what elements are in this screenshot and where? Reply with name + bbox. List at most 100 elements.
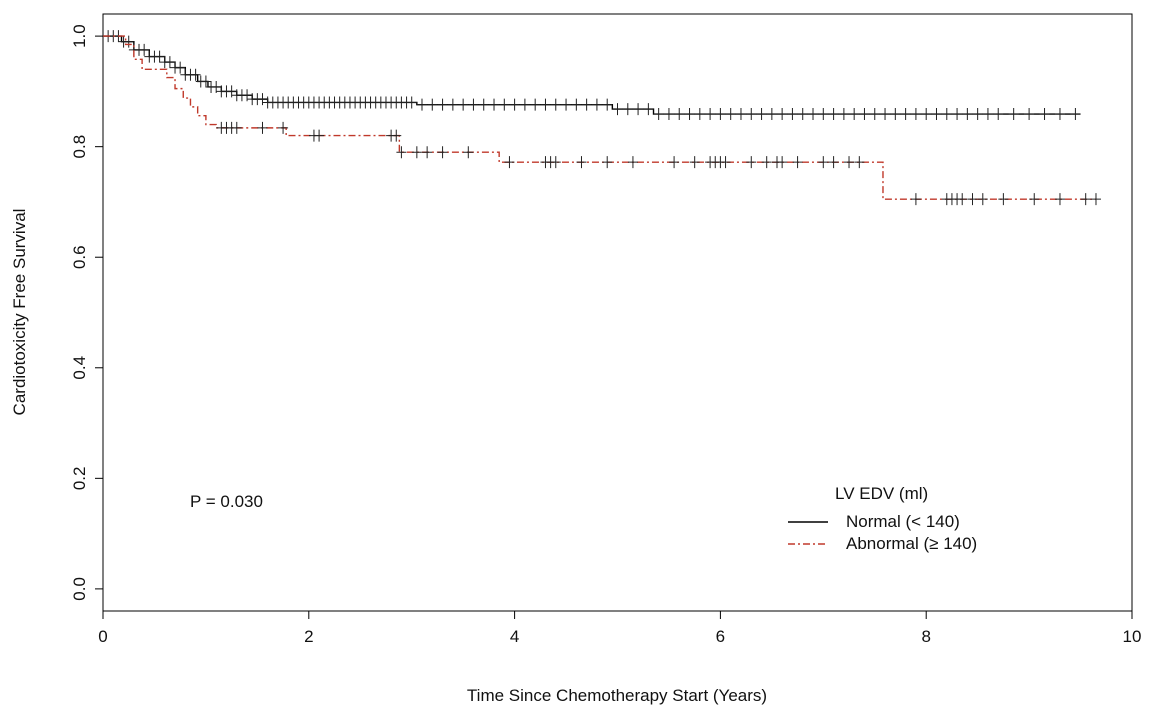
censor-mark [447, 98, 458, 111]
x-tick-label: 6 [716, 627, 725, 646]
censor-mark [478, 98, 489, 111]
censor-mark [818, 108, 829, 121]
censor-mark [1054, 108, 1065, 121]
censor-mark [849, 108, 860, 121]
series-abnormal [103, 35, 1101, 206]
legend: LV EDV (ml) Normal (< 140) Abnormal (≥ 1… [788, 484, 977, 553]
censor-mark [643, 103, 654, 116]
censor-mark [756, 108, 767, 121]
y-tick-label: 0.4 [70, 356, 89, 380]
x-tick-label: 8 [921, 627, 930, 646]
censor-mark [838, 108, 849, 121]
censor-mark [411, 146, 422, 159]
y-tick-label: 0.0 [70, 577, 89, 601]
censor-mark [154, 50, 165, 63]
censor-mark [1039, 108, 1050, 121]
censor-mark [391, 129, 402, 142]
censor-mark [674, 108, 685, 121]
censor-mark [972, 108, 983, 121]
y-tick-label: 0.8 [70, 135, 89, 159]
censor-mark [957, 193, 968, 206]
censor-mark [231, 121, 242, 134]
censor-mark [463, 146, 474, 159]
censor-mark [705, 108, 716, 121]
censor-mark [314, 129, 325, 142]
y-tick-label: 0.2 [70, 467, 89, 491]
censor-mark [504, 156, 515, 169]
censor-mark [1029, 193, 1040, 206]
p-value-annotation: P = 0.030 [190, 492, 263, 511]
censor-mark [278, 121, 289, 134]
censor-mark [509, 98, 520, 111]
censor-mark [1054, 193, 1065, 206]
censor-mark [761, 156, 772, 169]
censor-mark [715, 108, 726, 121]
plot-frame [102, 13, 1133, 612]
censor-mark [468, 98, 479, 111]
censor-mark [190, 68, 201, 81]
censor-mark [602, 98, 613, 111]
censor-mark [818, 156, 829, 169]
y-axis-label: Cardiotoxicity Free Survival [10, 209, 29, 416]
censor-mark [561, 98, 572, 111]
censor-mark [653, 108, 664, 121]
censor-mark [854, 156, 865, 169]
censor-mark [828, 156, 839, 169]
axes: 0 2 4 6 8 10 0.0 0.2 0.4 0.6 0.8 1.0 [70, 24, 1141, 646]
censor-mark [1070, 108, 1081, 121]
censor-mark [139, 43, 150, 56]
x-tick-label: 4 [510, 627, 519, 646]
censor-mark [921, 108, 932, 121]
censor-mark [437, 146, 448, 159]
censor-mark [242, 89, 253, 102]
censor-mark [746, 108, 757, 121]
censor-mark [890, 108, 901, 121]
censor-mark [844, 156, 855, 169]
censor-mark [777, 156, 788, 169]
censor-mark [1090, 193, 1101, 206]
legend-entry-normal: Normal (< 140) [846, 512, 960, 531]
censor-mark [941, 108, 952, 121]
x-tick-label: 2 [304, 627, 313, 646]
censor-mark [257, 121, 268, 134]
censor-mark [777, 108, 788, 121]
censor-mark [828, 108, 839, 121]
legend-title: LV EDV (ml) [835, 484, 928, 503]
censor-mark [694, 108, 705, 121]
censor-mark [808, 108, 819, 121]
censor-mark [550, 98, 561, 111]
censor-mark [200, 75, 211, 88]
censor-mark [489, 98, 500, 111]
censor-mark [406, 96, 417, 109]
censor-mark [164, 56, 175, 69]
censor-mark [910, 108, 921, 121]
censor-mark [226, 85, 237, 98]
censor-mark [1008, 108, 1019, 121]
y-tick-label: 0.6 [70, 245, 89, 269]
censor-mark [530, 98, 541, 111]
censor-mark [967, 193, 978, 206]
censor-mark [581, 98, 592, 111]
censor-mark [1024, 108, 1035, 121]
y-tick-label: 1.0 [70, 24, 89, 48]
legend-entry-abnormal: Abnormal (≥ 140) [846, 534, 977, 553]
censor-mark [627, 156, 638, 169]
censor-mark [396, 146, 407, 159]
censor-mark [952, 108, 963, 121]
censor-mark [175, 61, 186, 74]
censor-mark [746, 156, 757, 169]
censor-mark [211, 80, 222, 93]
censor-mark [612, 103, 623, 116]
censor-mark [1080, 193, 1091, 206]
censor-mark [998, 193, 1009, 206]
censor-mark [766, 108, 777, 121]
survival-curve [103, 35, 1096, 200]
censor-mark [787, 108, 798, 121]
x-tick-label: 10 [1123, 627, 1142, 646]
censor-mark [633, 103, 644, 116]
censor-mark [437, 98, 448, 111]
censor-mark [797, 108, 808, 121]
censor-mark [684, 108, 695, 121]
x-axis-label: Time Since Chemotherapy Start (Years) [467, 686, 767, 705]
censor-mark [725, 108, 736, 121]
